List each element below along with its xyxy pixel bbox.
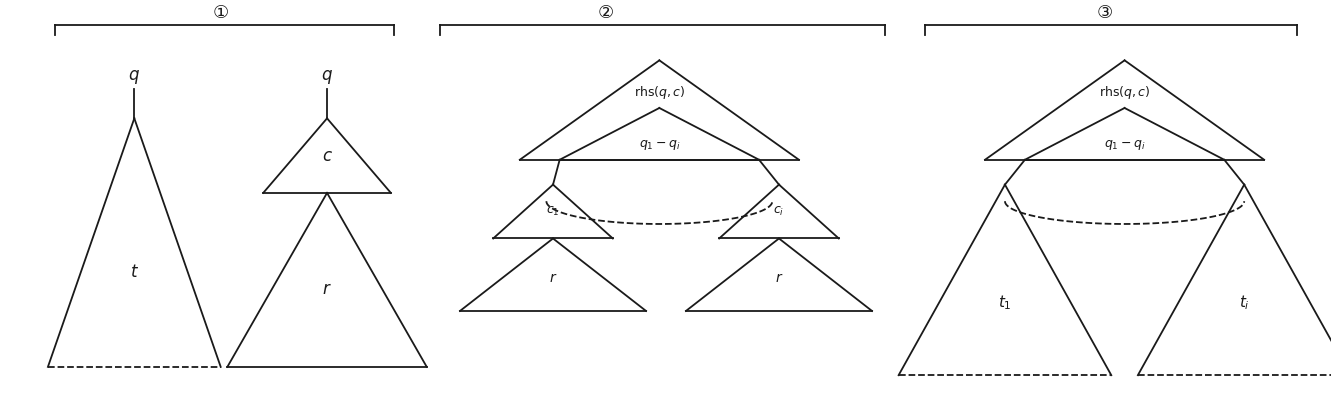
Text: $q_1 - q_i$: $q_1 - q_i$ xyxy=(1104,138,1146,152)
Text: ③: ③ xyxy=(1096,4,1112,22)
Text: $q$: $q$ xyxy=(321,68,333,86)
Text: $c_1$: $c_1$ xyxy=(546,205,559,218)
Text: $\mathrm{rhs}(q,c)$: $\mathrm{rhs}(q,c)$ xyxy=(1099,84,1151,101)
Text: ②: ② xyxy=(598,4,614,22)
Text: $c_i$: $c_i$ xyxy=(774,205,785,218)
Text: $r$: $r$ xyxy=(775,271,783,285)
Text: $r$: $r$ xyxy=(322,280,332,298)
Text: $q$: $q$ xyxy=(128,68,140,86)
Text: $r$: $r$ xyxy=(549,271,557,285)
Text: $q_1 - q_i$: $q_1 - q_i$ xyxy=(638,138,681,152)
Text: $\mathrm{rhs}(q,c)$: $\mathrm{rhs}(q,c)$ xyxy=(634,84,685,101)
Text: $t_i$: $t_i$ xyxy=(1239,293,1249,312)
Text: ①: ① xyxy=(213,4,229,22)
Text: $t_1$: $t_1$ xyxy=(998,293,1012,312)
Text: $t$: $t$ xyxy=(129,263,139,281)
Text: $c$: $c$ xyxy=(321,147,333,165)
